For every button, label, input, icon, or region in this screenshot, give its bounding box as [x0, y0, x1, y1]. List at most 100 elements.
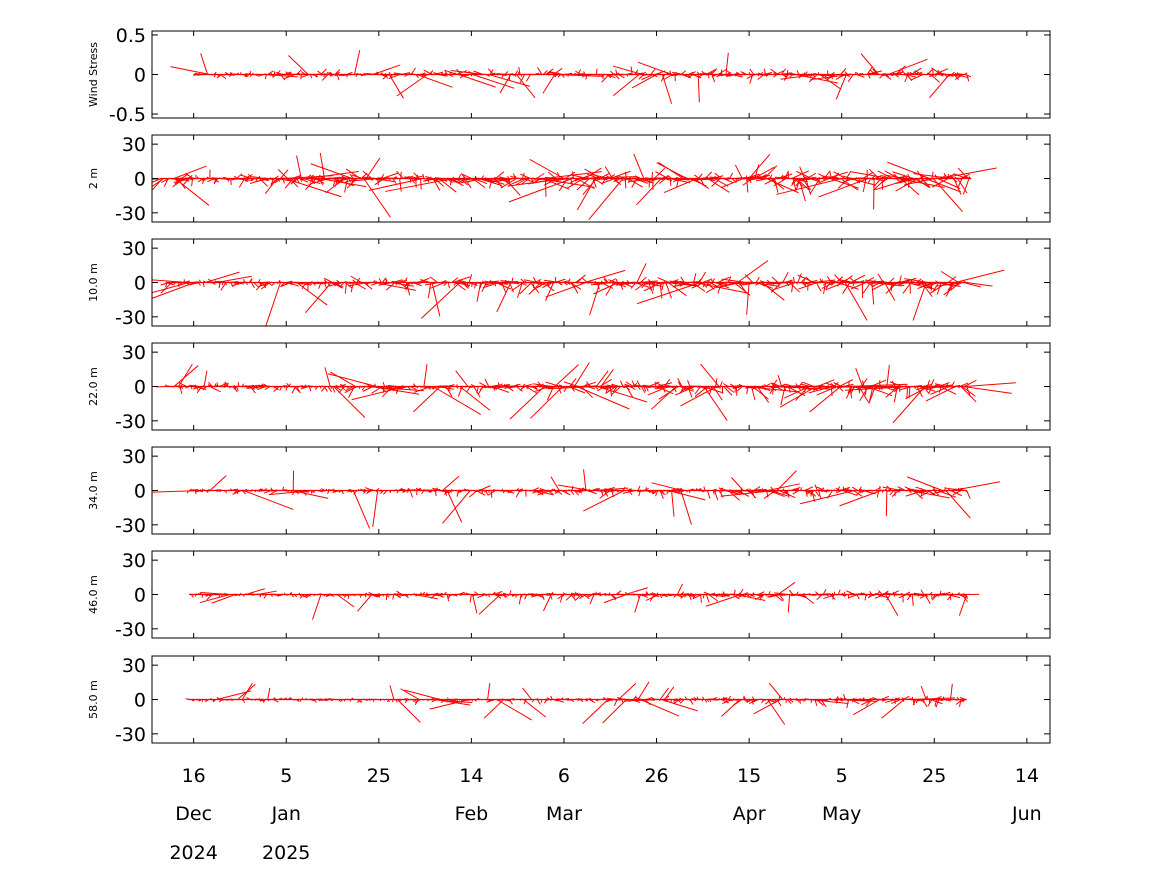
vector-stick [747, 594, 750, 596]
vector-stick [574, 72, 577, 75]
vector-stick [476, 73, 486, 75]
vector-stick [432, 178, 441, 191]
vector-stick [947, 594, 953, 601]
vector-stick [232, 490, 242, 495]
vector-stick [707, 178, 730, 193]
vector-stick [856, 74, 865, 78]
vector-stick [207, 488, 210, 491]
vector-stick [934, 696, 942, 700]
vector-stick [375, 594, 382, 597]
vector-stick [951, 490, 955, 493]
vector-stick [603, 594, 627, 604]
vector-stick [644, 178, 664, 181]
vector-stick [299, 178, 305, 181]
vector-stick [487, 74, 490, 78]
vector-stick [867, 594, 875, 598]
vector-stick [944, 487, 965, 491]
vector-stick [344, 594, 347, 599]
vector-stick [404, 689, 441, 700]
vector-stick [368, 178, 423, 191]
vector-stick [250, 699, 253, 701]
vector-stick [842, 490, 858, 496]
vector-stick [960, 386, 977, 403]
vector-stick [765, 699, 772, 705]
vector-stick [799, 178, 818, 181]
vector-stick [574, 594, 582, 602]
vector-stick [690, 592, 693, 595]
vector-stick [334, 282, 342, 287]
vector-stick [664, 686, 675, 700]
vector-stick [823, 594, 837, 600]
vector-stick [497, 699, 501, 702]
vector-stick [389, 685, 395, 700]
vector-stick [851, 699, 854, 703]
vector-stick [737, 260, 769, 283]
vector-stick [798, 594, 802, 597]
vector-stick [565, 594, 573, 601]
vector-stick [462, 282, 474, 284]
vector-stick [440, 699, 447, 704]
vector-stick [605, 178, 608, 181]
vector-stick [421, 74, 429, 77]
vector-stick [884, 74, 892, 80]
vector-stick [417, 74, 420, 77]
vector-stick [611, 383, 620, 387]
vector-stick [509, 590, 512, 595]
vector-stick [561, 280, 570, 283]
vector-stick [800, 383, 811, 387]
vector-stick [548, 281, 563, 283]
vector-stick [768, 73, 773, 75]
vector-stick [429, 276, 439, 283]
vector-stick [667, 282, 687, 297]
vector-stick [702, 177, 714, 179]
vector-stick [518, 66, 521, 75]
vector-stick [752, 592, 755, 595]
vector-stick [648, 381, 660, 387]
vector-stick [652, 592, 657, 595]
vector-stick [631, 178, 638, 188]
vector-stick [213, 178, 219, 183]
vector-stick [532, 277, 537, 283]
vector-stick [935, 280, 939, 283]
vector-stick [780, 386, 786, 406]
vector-stick [721, 593, 730, 595]
vector-stick [871, 282, 875, 305]
vector-stick [674, 699, 683, 701]
vector-stick [532, 177, 535, 179]
y-tick-label: -30 [115, 515, 146, 537]
vector-stick [197, 74, 203, 76]
vector-stick [661, 282, 664, 291]
vector-stick [885, 386, 890, 388]
vector-stick [592, 178, 597, 188]
vector-stick [511, 282, 524, 292]
vector-stick [234, 490, 238, 494]
vector-stick [305, 282, 332, 314]
vector-stick [862, 178, 867, 193]
vector-stick [817, 699, 826, 701]
vector-stick [672, 280, 689, 283]
vector-stick [255, 489, 257, 491]
vector-stick [637, 282, 701, 305]
vector-stick [820, 699, 827, 708]
vector-stick [818, 176, 820, 179]
vector-stick [263, 73, 266, 75]
vector-stick [357, 594, 373, 612]
vector-stick [814, 490, 820, 497]
vector-stick [582, 699, 609, 724]
vector-stick [255, 178, 272, 183]
vector-stick [260, 490, 264, 492]
vector-stick [868, 168, 880, 179]
vector-stick [499, 74, 512, 94]
vector-stick [213, 73, 217, 75]
vector-stick [691, 697, 695, 700]
vector-stick [398, 282, 408, 289]
vector-stick [541, 594, 544, 597]
vector-stick [450, 594, 455, 596]
vector-stick [264, 487, 267, 491]
vector-stick [717, 74, 720, 77]
vector-stick [461, 173, 472, 179]
vector-stick [780, 74, 816, 80]
vector-stick [687, 380, 691, 387]
